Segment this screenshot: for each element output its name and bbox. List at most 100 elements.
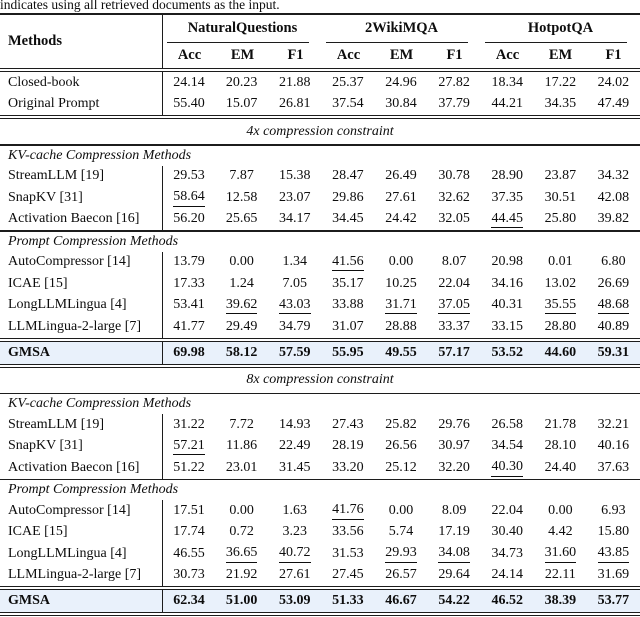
metric-value: 34.16 (481, 273, 534, 295)
metric-value: 57.59 (268, 342, 321, 364)
metric-value-text: 39.82 (597, 211, 630, 227)
metric-value: 48.68 (587, 295, 640, 317)
metric-value-text: 32.21 (597, 416, 630, 432)
table-row: ICAE [15] 17.33 1.24 7.05 35.17 10.25 22.04 34.… (0, 273, 640, 295)
metric-value: 27.43 (321, 414, 374, 436)
methods-column-header: Methods (8, 33, 62, 49)
metric-value: 43.85 (587, 543, 640, 565)
metric-value-text: 27.43 (332, 416, 364, 432)
metric-value: 51.00 (215, 590, 268, 612)
metric-value: 21.88 (268, 72, 321, 94)
metric-value: 10.25 (374, 273, 427, 295)
metric-value-text: 34.32 (597, 168, 630, 184)
metric-value: 1.34 (268, 252, 321, 274)
metric-value-text: 17.19 (438, 524, 470, 540)
metric-header: Acc (336, 47, 361, 63)
metric-value-text: 54.22 (438, 593, 470, 608)
metric-value: 0.00 (215, 500, 268, 522)
metric-value-text: 30.78 (438, 168, 470, 184)
metric-value: 30.97 (428, 436, 481, 458)
metric-value-text: 56.20 (173, 211, 205, 227)
section-title: 8x compression constraint (246, 372, 394, 387)
metric-value: 6.93 (587, 500, 640, 522)
metric-value: 27.61 (374, 187, 427, 209)
metric-value: 53.77 (587, 590, 640, 612)
metric-value: 26.49 (374, 166, 427, 188)
metric-value-text: 34.08 (438, 545, 470, 563)
metric-value: 54.22 (428, 590, 481, 612)
metric-value-text: 10.25 (385, 275, 417, 291)
metric-header: Acc (495, 47, 520, 63)
metric-value: 53.09 (268, 590, 321, 612)
metric-value: 1.24 (215, 273, 268, 295)
metric-value-text: 40.89 (597, 318, 630, 334)
metric-value-text: 57.17 (438, 344, 470, 360)
metric-value: 40.89 (587, 316, 640, 338)
metric-value: 34.45 (321, 209, 374, 231)
metric-value-text: 58.64 (173, 189, 205, 207)
metric-value: 7.05 (268, 273, 321, 295)
metric-value-text: 40.16 (597, 438, 630, 454)
metric-header: F1 (287, 47, 304, 63)
metric-value-text: 28.10 (544, 438, 577, 454)
table-row: LLMLingua-2-large [7] 41.77 29.49 34.79 31.0… (0, 316, 640, 338)
metric-value: 25.82 (374, 414, 427, 436)
metric-value: 7.87 (215, 166, 268, 188)
metric-value: 0.72 (215, 522, 268, 544)
metric-value-text: 27.61 (279, 567, 311, 583)
metric-value-text: 11.86 (226, 438, 258, 454)
single-rule (0, 144, 640, 146)
group-underline-rule (485, 41, 627, 43)
metric-value: 24.14 (162, 72, 215, 94)
metric-value-text: 23.87 (544, 168, 577, 184)
metric-value: 30.51 (534, 187, 587, 209)
metric-value: 28.80 (534, 316, 587, 338)
metric-value-text: 18.34 (491, 74, 523, 90)
metric-value: 38.39 (534, 590, 587, 612)
metric-value: 0.01 (534, 252, 587, 274)
table-row: Closed-book 24.14 20.23 21.88 25.37 24.96 27.8… (0, 72, 640, 94)
metric-value-text: 51.00 (225, 593, 258, 608)
metric-value: 35.55 (534, 295, 587, 317)
metric-value: 42.08 (587, 187, 640, 209)
method-name: AutoCompressor [14] (8, 502, 131, 518)
metric-value: 32.05 (428, 209, 481, 231)
metric-value-text: 17.74 (173, 524, 205, 540)
metric-value: 26.81 (268, 94, 321, 116)
metric-value-text: 30.73 (173, 567, 205, 583)
metric-value: 4.42 (534, 522, 587, 544)
metric-value: 15.07 (215, 94, 268, 116)
metric-value-text: 3.23 (282, 524, 308, 540)
metric-value-text: 17.33 (173, 275, 205, 291)
metric-value-text: 33.15 (491, 318, 523, 334)
method-name: GMSA (8, 593, 50, 608)
metric-value: 23.01 (215, 457, 268, 479)
metric-value: 17.51 (162, 500, 215, 522)
metric-value: 21.92 (215, 565, 268, 587)
metric-value-text: 69.98 (173, 344, 205, 360)
metric-value-text: 44.45 (491, 211, 523, 228)
single-rule (0, 392, 640, 394)
dataset-group-label: NaturalQuestions (187, 19, 298, 36)
dataset-group-row: NaturalQuestions 2WikiMQA HotpotQA (163, 15, 640, 43)
metric-value-text: 37.05 (438, 297, 470, 314)
metric-value-text: 27.82 (438, 74, 470, 90)
metric-value-text: 6.93 (601, 502, 626, 518)
metric-value: 25.37 (321, 72, 374, 94)
metric-value: 47.49 (587, 94, 640, 116)
metric-value-text: 14.93 (279, 416, 311, 432)
metric-value: 5.74 (374, 522, 427, 544)
metric-value-text: 22.04 (491, 502, 523, 518)
metric-value: 46.52 (481, 590, 534, 612)
metric-value-text: 55.95 (332, 344, 364, 360)
table-row: StreamLLM [19] 31.22 7.72 14.93 27.43 25.82 29… (0, 414, 640, 436)
metric-value-text: 24.96 (385, 74, 417, 90)
metric-value: 29.53 (162, 165, 215, 187)
section-title: 4x compression constraint (246, 123, 394, 139)
metric-value-text: 40.31 (491, 297, 523, 313)
method-name: LLMLingua-2-large [7] (8, 567, 142, 583)
metric-value: 15.80 (587, 522, 640, 544)
metric-value-text: 29.86 (332, 189, 364, 205)
metric-value: 6.80 (587, 252, 640, 274)
metric-value-text: 53.09 (279, 593, 311, 608)
